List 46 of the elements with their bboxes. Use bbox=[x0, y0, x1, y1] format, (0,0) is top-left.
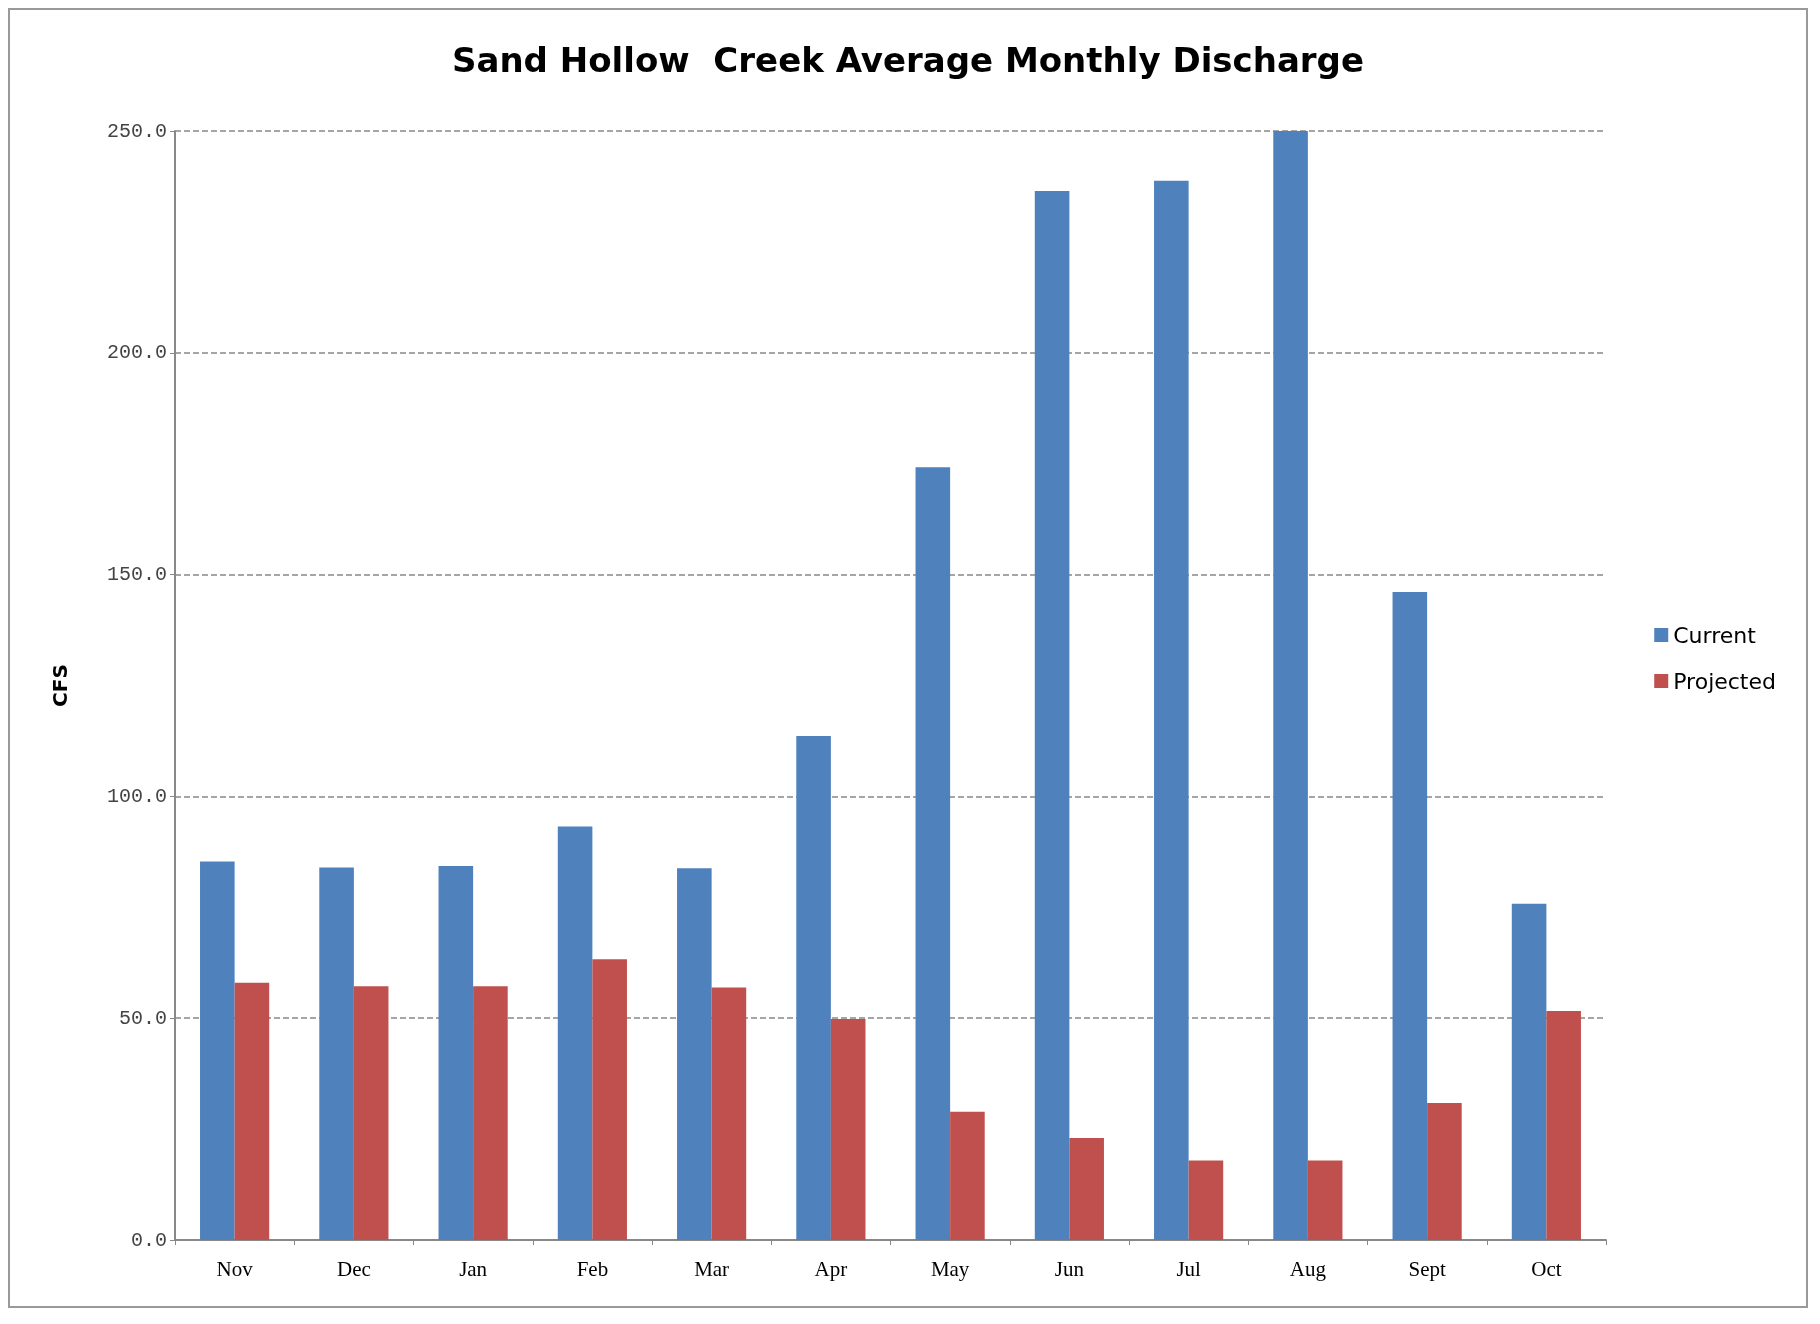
x-tick-label: May bbox=[930, 1256, 970, 1281]
x-tick-label: Jan bbox=[459, 1256, 488, 1281]
bar bbox=[353, 986, 389, 1240]
bar bbox=[711, 987, 747, 1240]
x-tick-label: Oct bbox=[1531, 1256, 1562, 1281]
bar bbox=[1069, 1137, 1104, 1240]
y-tick-label: 100.0 bbox=[106, 784, 167, 808]
bar bbox=[950, 1111, 985, 1240]
legend-label: Projected bbox=[1673, 668, 1777, 694]
x-tick-label: Jun bbox=[1054, 1256, 1085, 1281]
x-tick-label: Nov bbox=[216, 1256, 254, 1281]
y-tick-label: 0.0 bbox=[130, 1228, 167, 1252]
x-tick-label: Mar bbox=[694, 1256, 730, 1281]
bar bbox=[1511, 903, 1547, 1240]
bar bbox=[1392, 591, 1428, 1240]
bar bbox=[1154, 180, 1189, 1240]
bar bbox=[830, 1019, 866, 1240]
x-tick-label: Jul bbox=[1176, 1256, 1202, 1281]
chart-title: Sand Hollow Creek Average Monthly Discharge bbox=[451, 40, 1365, 80]
bar bbox=[1427, 1102, 1462, 1240]
bar bbox=[1307, 1160, 1343, 1240]
bar bbox=[592, 959, 627, 1240]
bar bbox=[1188, 1160, 1224, 1240]
bar bbox=[915, 467, 951, 1240]
bar bbox=[1034, 190, 1070, 1240]
legend-label: Current bbox=[1673, 622, 1757, 648]
bar bbox=[438, 866, 474, 1240]
x-tick-label: Apr bbox=[814, 1256, 848, 1281]
y-tick-label: 50.0 bbox=[118, 1006, 167, 1030]
x-tick-label: Dec bbox=[336, 1256, 371, 1281]
bar bbox=[796, 736, 831, 1240]
bar bbox=[1546, 1011, 1581, 1240]
bar bbox=[557, 826, 593, 1240]
bar bbox=[1273, 131, 1308, 1240]
x-tick-label: Aug bbox=[1289, 1256, 1327, 1281]
bar bbox=[677, 868, 712, 1240]
bar bbox=[234, 982, 270, 1240]
y-tick-label: 200.0 bbox=[106, 341, 167, 365]
bar bbox=[319, 867, 354, 1240]
x-tick-label: Sept bbox=[1408, 1256, 1446, 1281]
y-tick-label: 250.0 bbox=[106, 119, 167, 143]
bar bbox=[200, 861, 235, 1240]
x-tick-label: Feb bbox=[576, 1256, 609, 1281]
y-axis-title: CFS bbox=[48, 664, 72, 707]
y-tick-label: 150.0 bbox=[106, 563, 167, 587]
bar bbox=[473, 986, 508, 1240]
